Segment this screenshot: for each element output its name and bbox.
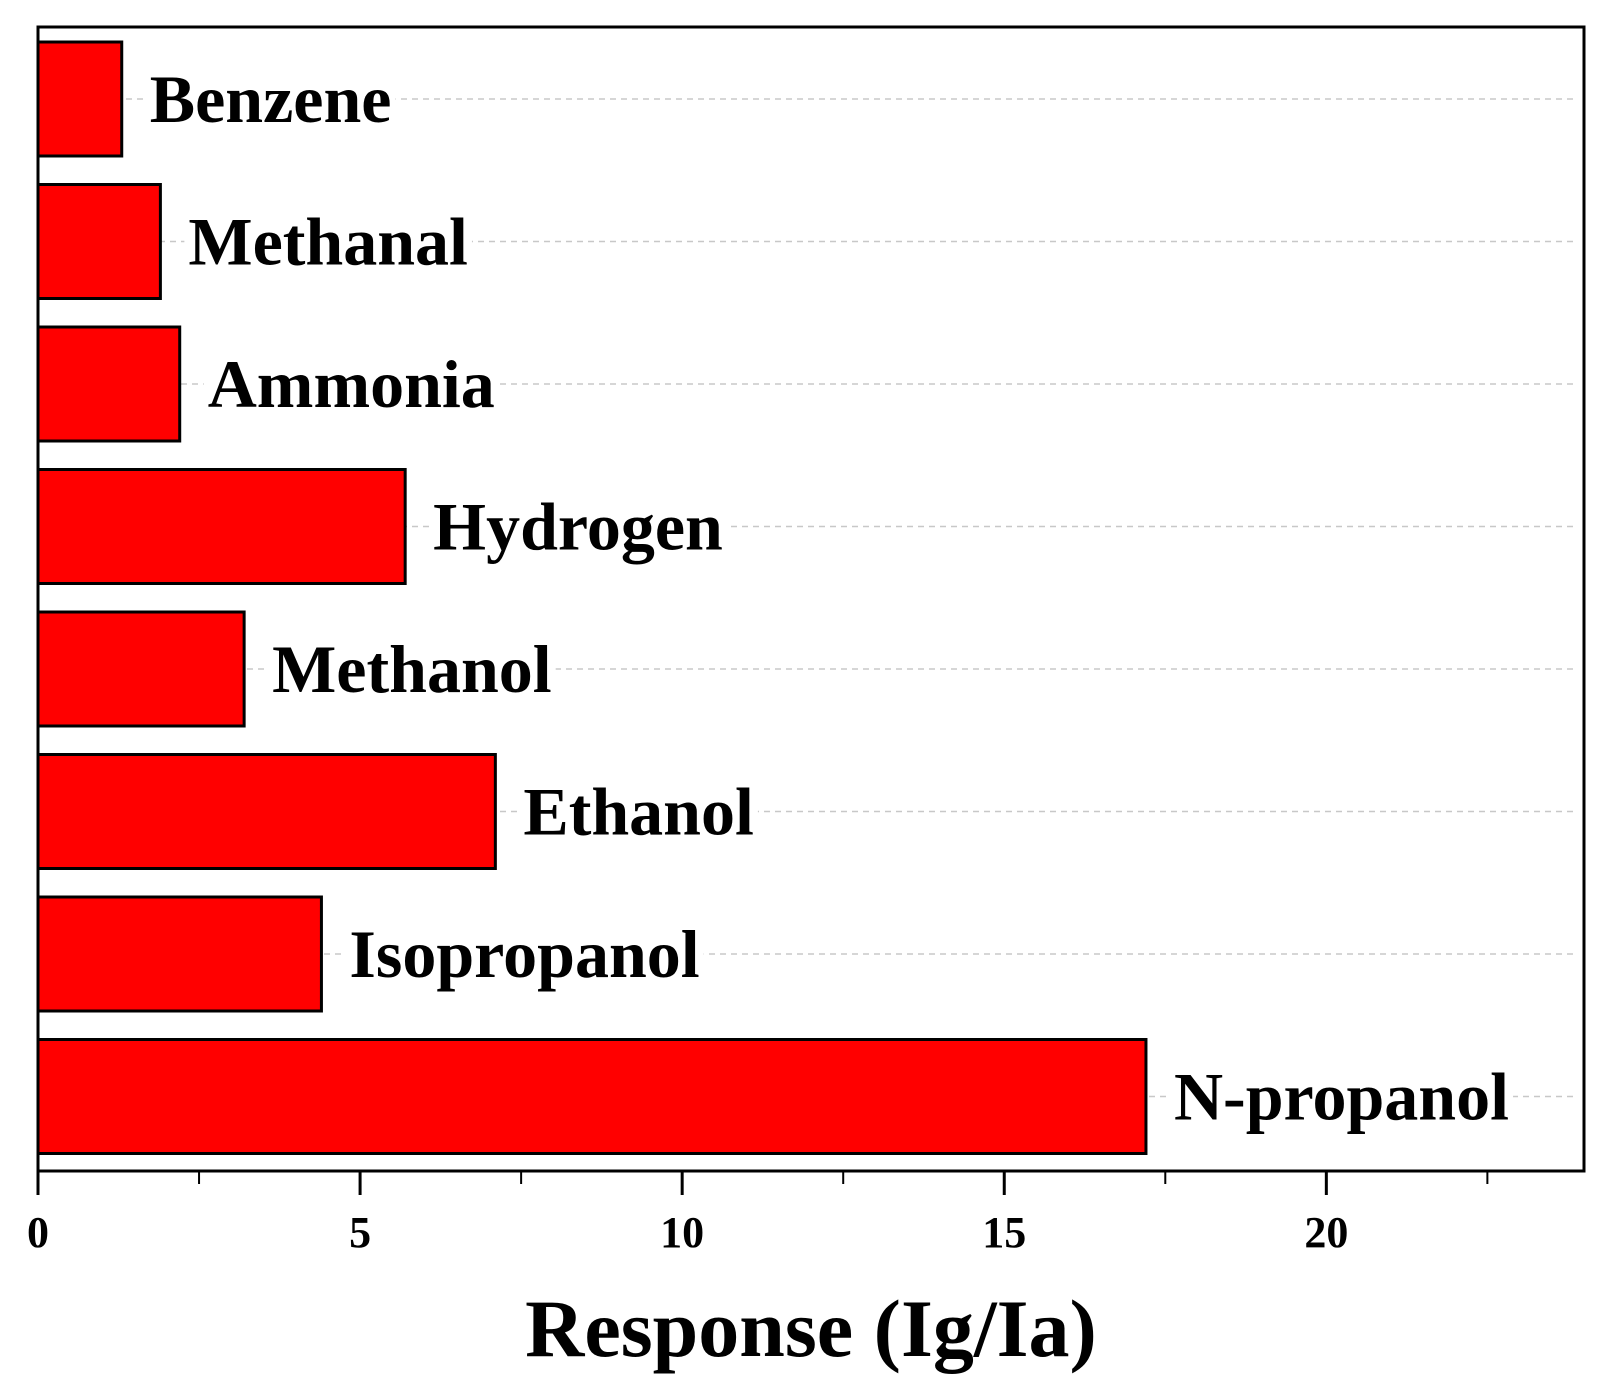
bar-label-ammonia: Ammonia xyxy=(208,346,495,422)
x-tick-label: 10 xyxy=(660,1208,704,1257)
bar-labels: Benzene Methanal Ammonia Hydrogen Methanol Et… xyxy=(145,61,1514,1135)
bar-n-propanol xyxy=(36,1038,1148,1155)
bar-isopropanol xyxy=(36,895,323,1013)
bar-methanol xyxy=(36,610,246,728)
bar-ammonia xyxy=(36,325,182,443)
x-tick-label: 5 xyxy=(349,1208,371,1257)
bar-benzene xyxy=(36,40,124,158)
x-tick-label: 15 xyxy=(982,1208,1026,1257)
bar-label-n-propanol: N-propanol xyxy=(1174,1059,1509,1135)
bar-label-methanal: Methanal xyxy=(188,204,468,280)
bar-label-isopropanol: Isopropanol xyxy=(349,916,699,992)
bar-label-backdrop xyxy=(145,61,396,137)
bar-label-backdrop xyxy=(268,631,556,707)
bar-label-hydrogen: Hydrogen xyxy=(433,489,723,565)
x-axis-title: Response (Ig/Ia) xyxy=(525,1283,1097,1374)
bar-label-backdrop xyxy=(203,346,499,422)
bar-label-benzene: Benzene xyxy=(150,61,392,137)
bar-label-backdrop xyxy=(519,773,758,850)
bar-label-backdrop xyxy=(345,916,704,992)
bar-ethanol xyxy=(36,753,497,870)
bar-label-methanol: Methanol xyxy=(272,631,552,707)
x-axis-ticks: 0 5 10 15 20 xyxy=(27,1171,1489,1257)
x-tick-label: 20 xyxy=(1304,1208,1348,1257)
bar-label-backdrop xyxy=(429,488,727,565)
x-tick-label: 0 xyxy=(27,1208,49,1257)
bar-label-backdrop xyxy=(1169,1058,1514,1135)
bar-label-ethanol: Ethanol xyxy=(523,774,754,850)
bar-hydrogen xyxy=(36,468,407,585)
plot-frame xyxy=(36,25,1586,1173)
bar-methanal xyxy=(36,183,162,300)
bar-label-backdrop xyxy=(184,203,472,280)
